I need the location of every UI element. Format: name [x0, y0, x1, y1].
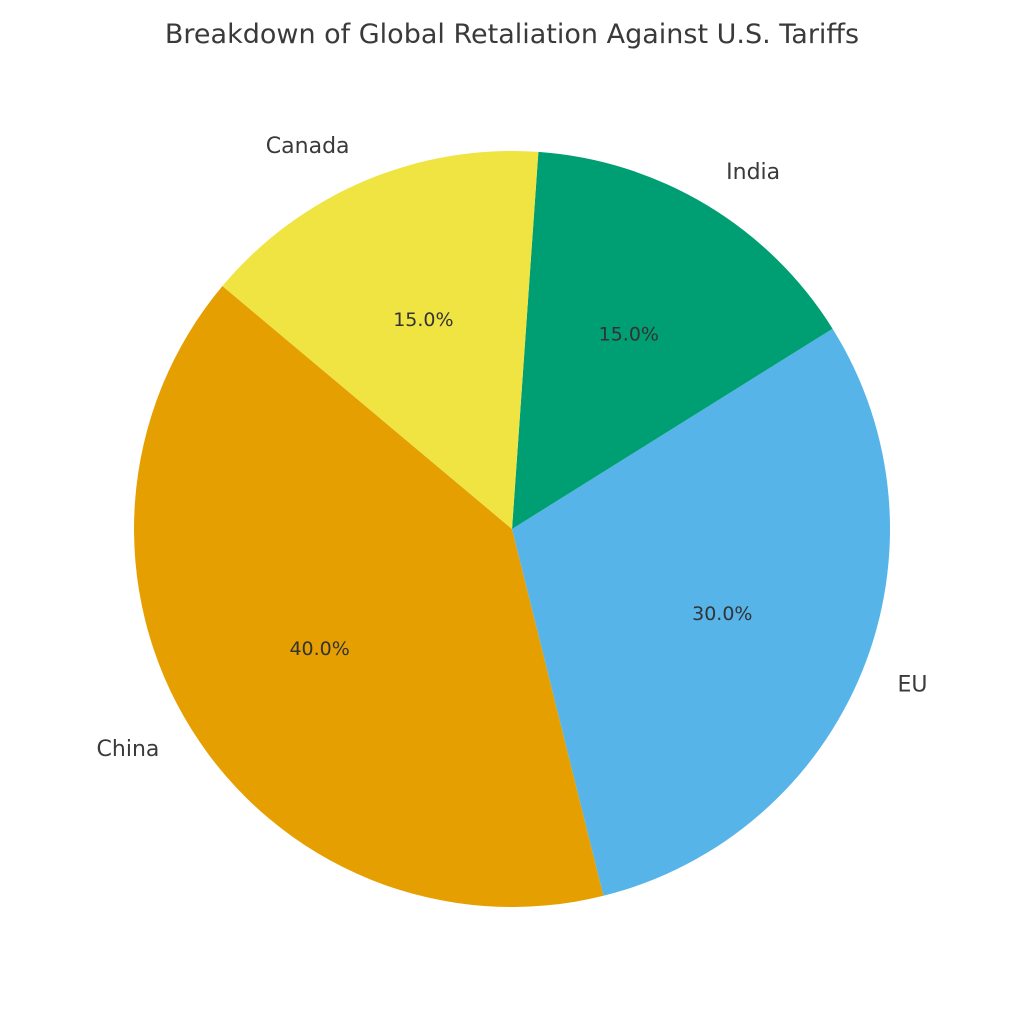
pct-label-india: 15.0% [599, 324, 659, 346]
slice-label-india: India [726, 160, 780, 185]
pie-slice-india [512, 151, 833, 530]
pct-label-canada: 15.0% [393, 309, 453, 331]
pie-slice-eu [512, 328, 890, 896]
pie-labels: China 40.0% EU 30.0% India 15.0% Canada 15.0% [97, 134, 928, 762]
pie-slice-canada [222, 150, 539, 529]
slice-label-canada: Canada [266, 134, 350, 159]
pie-slice-china [134, 286, 604, 907]
pct-label-eu: 30.0% [692, 603, 752, 625]
pct-label-china: 40.0% [289, 638, 349, 660]
slice-label-china: China [97, 737, 160, 762]
pie-slices [134, 150, 890, 907]
chart-title: Breakdown of Global Retaliation Against … [165, 19, 859, 50]
slice-label-eu: EU [898, 672, 928, 697]
